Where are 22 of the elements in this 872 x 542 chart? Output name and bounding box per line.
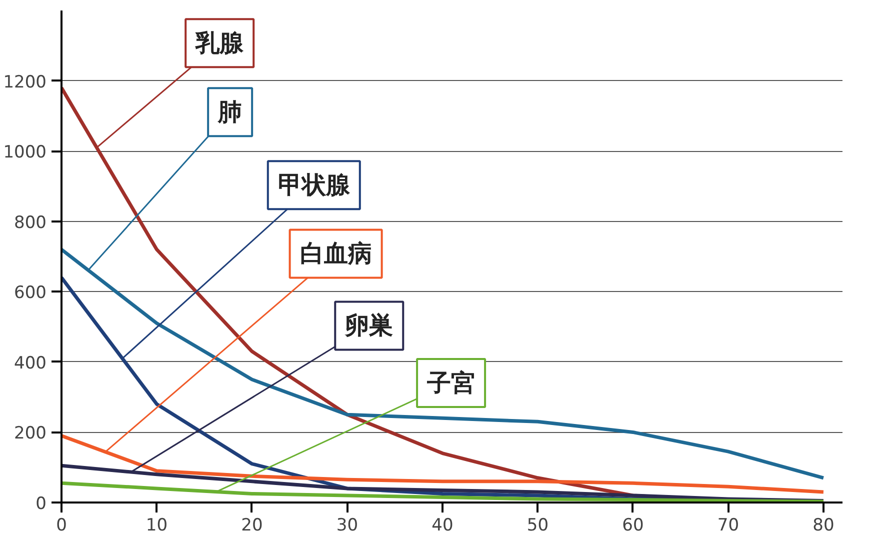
x-tick-label: 30 [336,516,358,536]
annotation: 子宮 [426,369,476,398]
y-tick-label: 0 [36,494,47,514]
annotation: 肺 [217,98,242,126]
y-tick-label: 600 [14,283,47,304]
y-tick-label: 200 [14,424,47,444]
x-tick-label: 0 [56,516,67,536]
x-tick-label: 60 [622,516,644,536]
annotation: 甲状腺 [278,171,351,200]
x-tick-label: 20 [241,516,263,536]
y-tick-label: 400 [14,353,47,374]
x-tick-label: 70 [717,516,740,536]
annotation: 卵巣 [344,312,394,340]
y-tick-label: 1000 [3,142,46,163]
x-tick-label: 50 [526,516,549,536]
x-tick-label: 80 [812,516,834,536]
y-tick-label: 1200 [3,72,46,92]
x-tick-label: 10 [146,516,168,536]
x-tick-label: 40 [432,516,454,536]
y-tick-label: 800 [14,212,47,233]
annotation: 乳腺 [194,29,245,58]
annotation: 白血病 [300,240,372,268]
